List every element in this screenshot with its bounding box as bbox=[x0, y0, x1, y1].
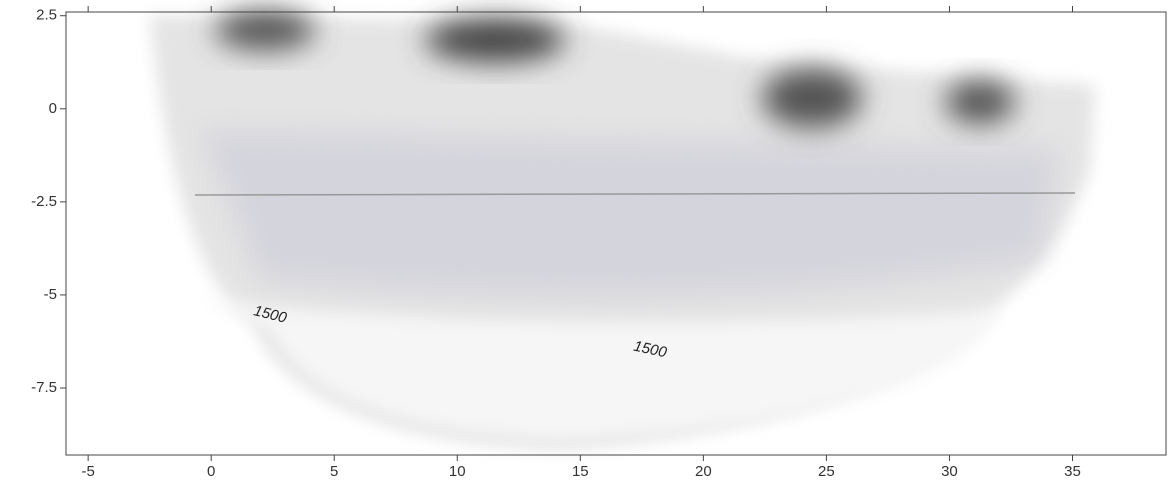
x-tick-label: 10 bbox=[449, 463, 466, 480]
y-tick-label: -2.5 bbox=[31, 193, 57, 210]
x-tick-label: 35 bbox=[1064, 463, 1081, 480]
x-tick-label: 0 bbox=[207, 463, 215, 480]
y-tick-label: 2.5 bbox=[36, 7, 57, 24]
x-tick-label: 15 bbox=[572, 463, 589, 480]
contour-label: 1500 bbox=[632, 338, 669, 362]
x-tick-label: 25 bbox=[818, 463, 835, 480]
section-shading bbox=[150, 10, 1095, 450]
x-tick-label: 5 bbox=[330, 463, 338, 480]
x-tick-label: -5 bbox=[81, 463, 94, 480]
x-tick-label: 20 bbox=[695, 463, 712, 480]
plot-frame bbox=[65, 11, 1167, 456]
y-tick-label: -5 bbox=[44, 286, 57, 303]
x-tick-label: 30 bbox=[941, 463, 958, 480]
y-tick-label: -7.5 bbox=[31, 379, 57, 396]
y-tick-label: 0 bbox=[49, 100, 57, 117]
